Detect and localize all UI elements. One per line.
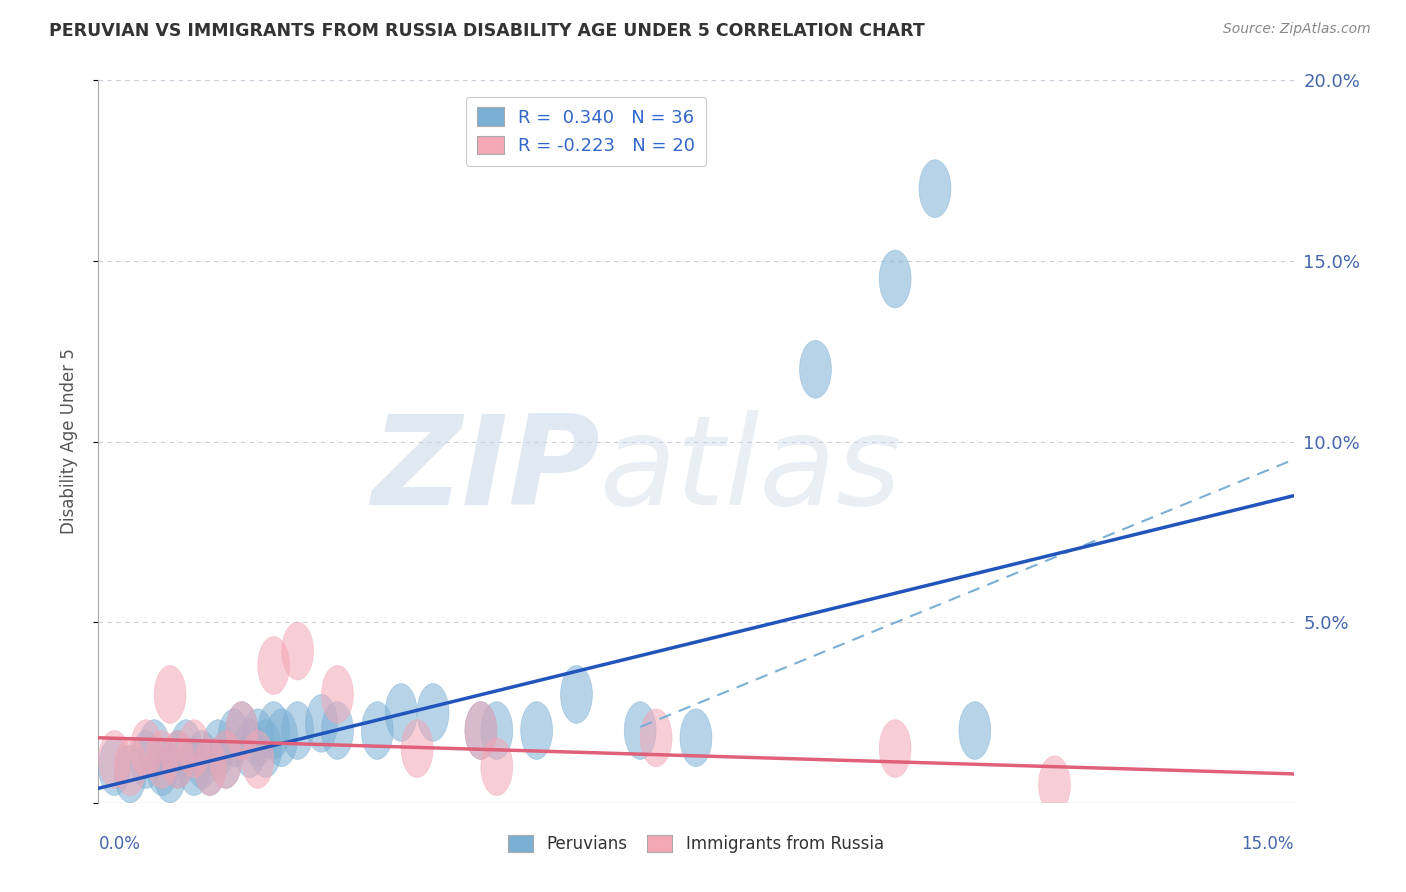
Ellipse shape bbox=[879, 720, 911, 778]
Ellipse shape bbox=[465, 702, 496, 759]
Ellipse shape bbox=[162, 731, 194, 789]
Ellipse shape bbox=[322, 702, 353, 759]
Text: 0.0%: 0.0% bbox=[98, 835, 141, 854]
Ellipse shape bbox=[226, 702, 257, 759]
Ellipse shape bbox=[155, 665, 186, 723]
Ellipse shape bbox=[257, 637, 290, 694]
Ellipse shape bbox=[194, 738, 226, 796]
Legend: Peruvians, Immigrants from Russia: Peruvians, Immigrants from Russia bbox=[502, 828, 890, 860]
Ellipse shape bbox=[186, 731, 218, 789]
Text: 15.0%: 15.0% bbox=[1241, 835, 1294, 854]
Ellipse shape bbox=[209, 731, 242, 789]
Ellipse shape bbox=[681, 709, 711, 767]
Ellipse shape bbox=[250, 720, 281, 778]
Ellipse shape bbox=[520, 702, 553, 759]
Ellipse shape bbox=[218, 709, 250, 767]
Ellipse shape bbox=[281, 623, 314, 680]
Ellipse shape bbox=[624, 702, 657, 759]
Text: PERUVIAN VS IMMIGRANTS FROM RUSSIA DISABILITY AGE UNDER 5 CORRELATION CHART: PERUVIAN VS IMMIGRANTS FROM RUSSIA DISAB… bbox=[49, 22, 925, 40]
Ellipse shape bbox=[361, 702, 394, 759]
Ellipse shape bbox=[920, 160, 950, 218]
Ellipse shape bbox=[155, 745, 186, 803]
Ellipse shape bbox=[131, 731, 162, 789]
Ellipse shape bbox=[209, 731, 242, 789]
Ellipse shape bbox=[1039, 756, 1070, 814]
Ellipse shape bbox=[385, 683, 418, 741]
Text: ZIP: ZIP bbox=[371, 410, 600, 531]
Ellipse shape bbox=[465, 702, 496, 759]
Ellipse shape bbox=[561, 665, 592, 723]
Ellipse shape bbox=[800, 341, 831, 398]
Text: Source: ZipAtlas.com: Source: ZipAtlas.com bbox=[1223, 22, 1371, 37]
Ellipse shape bbox=[418, 683, 449, 741]
Ellipse shape bbox=[879, 250, 911, 308]
Ellipse shape bbox=[959, 702, 991, 759]
Ellipse shape bbox=[194, 738, 226, 796]
Ellipse shape bbox=[242, 731, 274, 789]
Ellipse shape bbox=[226, 702, 257, 759]
Ellipse shape bbox=[202, 720, 233, 778]
Ellipse shape bbox=[179, 720, 209, 778]
Ellipse shape bbox=[401, 720, 433, 778]
Ellipse shape bbox=[640, 709, 672, 767]
Ellipse shape bbox=[146, 738, 179, 796]
Ellipse shape bbox=[481, 702, 513, 759]
Ellipse shape bbox=[233, 720, 266, 778]
Ellipse shape bbox=[257, 702, 290, 759]
Ellipse shape bbox=[322, 665, 353, 723]
Ellipse shape bbox=[170, 720, 202, 778]
Ellipse shape bbox=[98, 731, 131, 789]
Ellipse shape bbox=[138, 720, 170, 778]
Ellipse shape bbox=[131, 720, 162, 778]
Y-axis label: Disability Age Under 5: Disability Age Under 5 bbox=[59, 349, 77, 534]
Ellipse shape bbox=[114, 738, 146, 796]
Ellipse shape bbox=[98, 738, 131, 796]
Ellipse shape bbox=[146, 731, 179, 789]
Ellipse shape bbox=[162, 731, 194, 789]
Ellipse shape bbox=[481, 738, 513, 796]
Ellipse shape bbox=[114, 745, 146, 803]
Ellipse shape bbox=[179, 738, 209, 796]
Ellipse shape bbox=[242, 709, 274, 767]
Ellipse shape bbox=[281, 702, 314, 759]
Ellipse shape bbox=[266, 709, 298, 767]
Ellipse shape bbox=[305, 694, 337, 752]
Text: atlas: atlas bbox=[600, 410, 903, 531]
